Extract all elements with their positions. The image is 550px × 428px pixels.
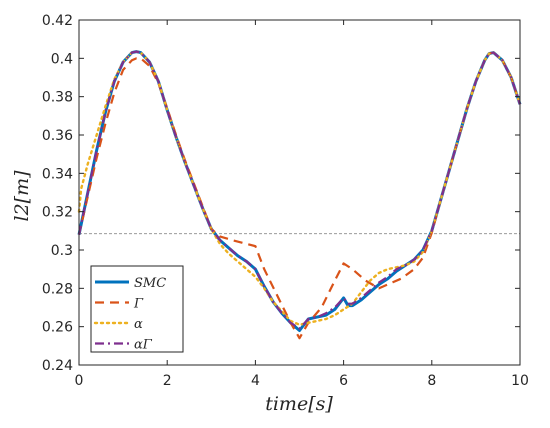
legend: SMC Γα αΓ [90,265,184,353]
y-tick-label: 0.24 [42,358,73,374]
ticks-layer: 0 2 4 6 8 10 0.24 0.26 0.28 0.3 0.32 0.34 0.36 0.38 0.… [42,13,529,389]
x-tick-label: 4 [251,373,260,389]
y-tick-label: 0.26 [42,320,73,336]
series-line-3 [77,50,522,326]
y-axis-label: l2[m] [11,170,33,222]
y-tick-label: 0.42 [42,13,73,29]
y-tick-label: 0.38 [42,90,73,106]
y-tick-label: 0.34 [42,166,73,182]
y-tick-label: 0.4 [51,51,73,67]
series-layer [77,50,522,340]
y-tick-label: 0.32 [42,205,73,221]
y-tick-label: 0.3 [51,243,73,259]
y-tick-label: 0.28 [42,281,73,297]
y-tick-label: 0.36 [42,128,73,144]
x-axis-label: time[s] [265,393,333,415]
x-tick-label: 8 [427,373,436,389]
legend-label-3: α [134,317,143,332]
series-line-2 [77,51,522,340]
legend-label-4: αΓ [134,338,153,353]
x-tick-label: 6 [339,373,348,389]
legend-label-1: SMC [134,276,166,291]
series-line-4 [77,50,522,330]
x-tick-label: 10 [511,373,529,389]
x-tick-label: 0 [75,373,84,389]
axes-layer [78,19,521,366]
x-tick-label: 2 [163,373,172,389]
legend-box [90,265,184,353]
axes-frame [78,19,521,366]
legend-label-2: Γ [133,297,144,312]
